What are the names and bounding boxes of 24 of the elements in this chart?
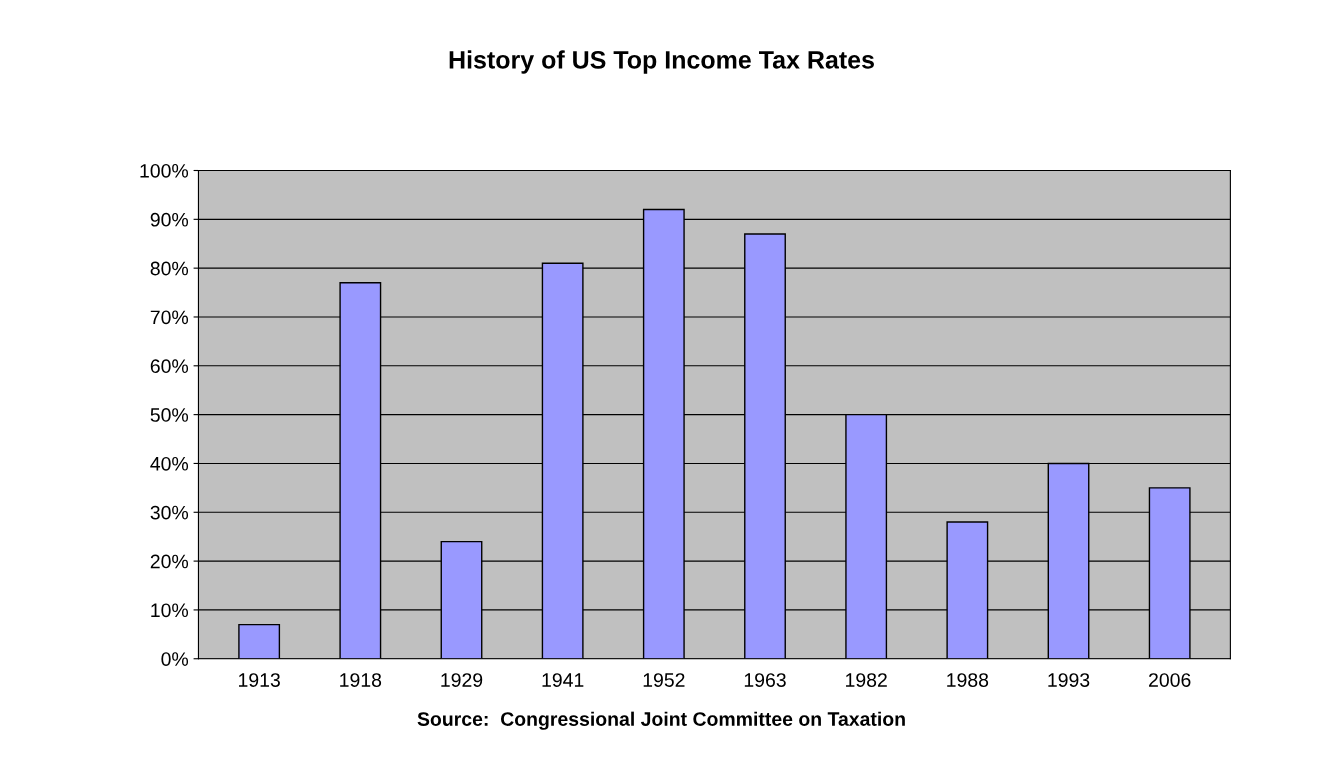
y-tick-label: 40%: [150, 456, 189, 471]
x-tick-label: 1913: [239, 673, 280, 687]
y-tick-label: 0%: [161, 652, 189, 666]
y-tick-label: 70%: [150, 310, 189, 325]
y-tick-label: 100%: [140, 163, 189, 178]
x-tick-label: 1952: [643, 673, 685, 687]
x-tick-label: 1988: [947, 673, 989, 687]
x-tick-label: 1941: [542, 673, 584, 687]
source-note: Source: Congressional Joint Committee on Taxation: [417, 711, 905, 730]
y-tick-label: 60%: [150, 359, 189, 374]
y-tick-label: 90%: [150, 212, 189, 227]
y-tick-label: 30%: [150, 505, 189, 520]
x-tick-label: 1993: [1048, 673, 1090, 687]
x-tick-label: 1918: [340, 673, 382, 687]
x-tick-label: 2006: [1149, 673, 1191, 687]
x-tick-label: 1929: [441, 673, 483, 687]
chart-title: History of US Top Income Tax Rates: [449, 50, 874, 74]
bar: [238, 623, 281, 659]
y-tick-label: 20%: [150, 554, 189, 569]
x-tick-label: 1963: [744, 673, 786, 687]
x-tick-label: 1982: [846, 673, 887, 687]
y-tick-label: 50%: [150, 408, 189, 422]
y-tick-label: 80%: [150, 261, 189, 276]
y-tick-label: 10%: [151, 603, 189, 618]
